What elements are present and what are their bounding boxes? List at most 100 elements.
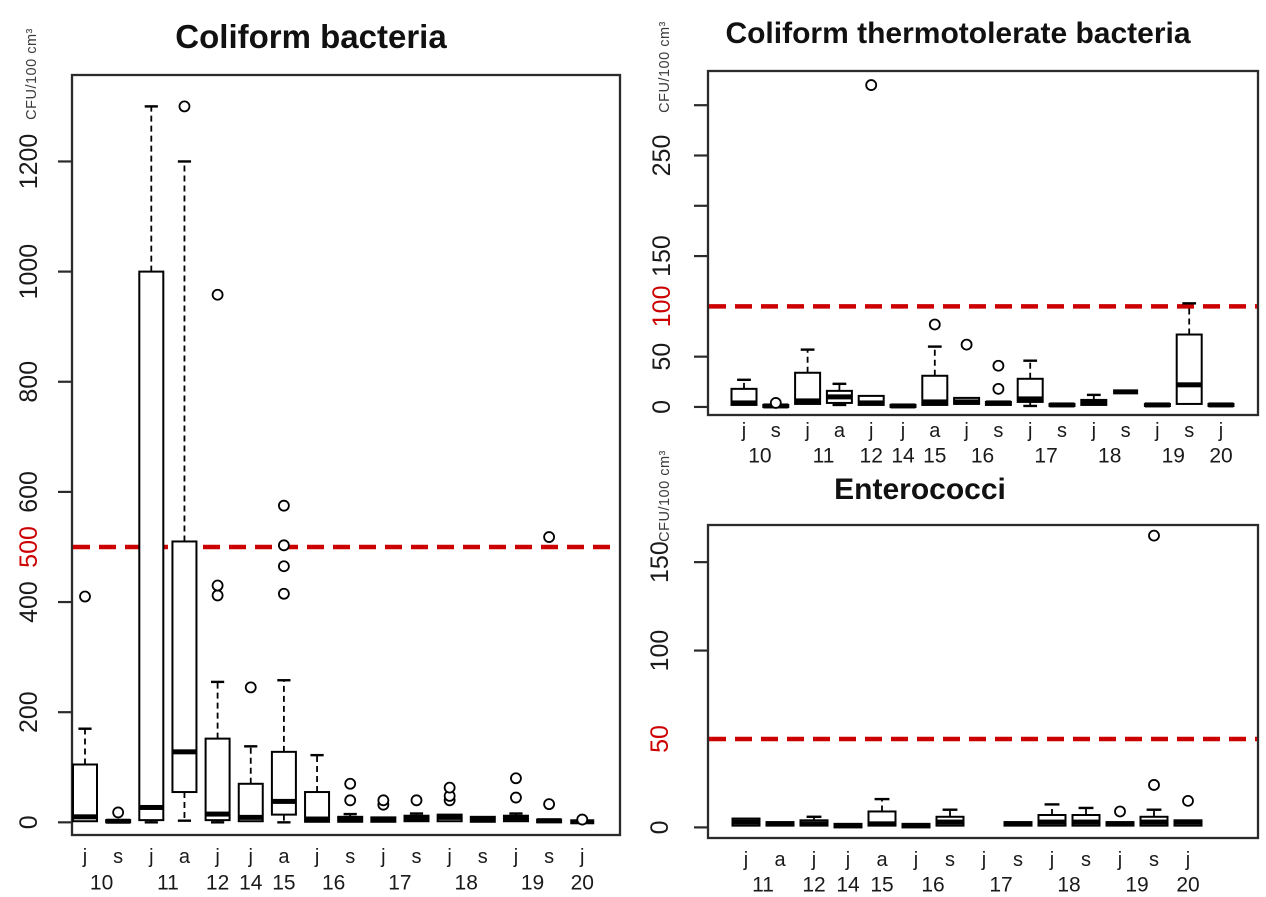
x-month-label: a xyxy=(278,846,290,868)
x-month-label: a xyxy=(774,849,786,871)
iqr-box xyxy=(138,270,165,822)
coliform-bacteria-title: Coliform bacteria xyxy=(175,18,447,55)
x-month-label: j xyxy=(1027,420,1032,442)
boxplot-j20 xyxy=(1207,402,1235,408)
iqr-box xyxy=(1016,377,1044,403)
boxplot-s16 xyxy=(984,359,1012,406)
median-bar xyxy=(205,811,230,817)
x-month-label: j xyxy=(446,846,451,868)
x-year-label: 11 xyxy=(157,872,179,895)
y-tick-label: 200 xyxy=(15,691,43,733)
y-tick-label: 150 xyxy=(648,235,676,277)
boxplot-j16 xyxy=(901,822,931,829)
y-tick-label: 1200 xyxy=(15,134,43,190)
x-year-label: 16 xyxy=(322,872,345,895)
boxplot-s17 xyxy=(1003,821,1033,827)
median-bar xyxy=(858,400,884,406)
x-year-label: 11 xyxy=(752,874,774,897)
x-month-label: s xyxy=(345,846,355,868)
median-bar xyxy=(238,814,263,820)
x-year-label: 12 xyxy=(860,445,883,468)
boxplot-a11 xyxy=(825,382,853,407)
outlier-point xyxy=(992,382,1005,395)
x-month-label: s xyxy=(1081,849,1091,871)
boxplot-j18 xyxy=(1037,803,1067,827)
y-tick-label: 150 xyxy=(646,541,674,583)
median-bar xyxy=(936,819,964,825)
outlier-point xyxy=(211,288,224,301)
x-month-label: s xyxy=(412,846,422,868)
outlier-point xyxy=(211,589,224,602)
x-month-label: j xyxy=(900,420,905,442)
x-month-label: s xyxy=(945,849,955,871)
x-year-label: 14 xyxy=(239,872,263,895)
x-month-label: j xyxy=(1154,420,1159,442)
median-bar xyxy=(868,821,896,827)
x-month-label: j xyxy=(743,849,748,871)
boxplot-j12 xyxy=(799,815,829,827)
x-month-label: j xyxy=(1218,420,1223,442)
boxplot-s18 xyxy=(1113,389,1139,395)
enterococci-title: Enterococci xyxy=(834,473,1006,506)
x-month-label: s xyxy=(993,420,1003,442)
median-bar xyxy=(470,817,495,823)
boxplot-a11 xyxy=(765,821,795,827)
outlier-point xyxy=(443,781,456,794)
median-bar xyxy=(1176,382,1202,388)
y-tick-label: 250 xyxy=(648,135,676,177)
boxplot-s10 xyxy=(105,806,132,824)
median-bar xyxy=(902,823,930,829)
median-bar xyxy=(1106,821,1134,827)
boxplot-s17 xyxy=(1048,402,1076,408)
median-bar xyxy=(106,818,131,824)
outlier-point xyxy=(244,681,257,694)
x-month-label: j xyxy=(513,846,518,868)
x-year-label: 12 xyxy=(802,874,825,897)
median-bar xyxy=(503,815,528,821)
outlier-point xyxy=(277,539,290,552)
outlier-point xyxy=(1114,805,1126,818)
median-bar xyxy=(1144,402,1170,408)
outlier-point xyxy=(1148,779,1160,791)
iqr-box xyxy=(72,763,98,823)
x-year-label: 19 xyxy=(1162,445,1185,468)
iqr-box xyxy=(270,750,297,816)
outlier-point xyxy=(992,359,1005,372)
x-year-label: 11 xyxy=(813,445,835,468)
x-month-label: j xyxy=(248,846,253,868)
median-bar xyxy=(73,814,97,820)
boxplot-s16 xyxy=(337,777,364,823)
x-month-label: j xyxy=(314,846,319,868)
median-bar xyxy=(338,816,363,822)
boxplot-j20 xyxy=(570,813,595,826)
y-tick-label: 600 xyxy=(15,471,43,513)
outlier-point xyxy=(769,397,782,409)
x-year-label: 19 xyxy=(521,872,544,895)
boxplot-j16 xyxy=(953,338,981,405)
median-bar xyxy=(1174,819,1202,825)
iqr-box xyxy=(171,540,198,794)
outlier-point xyxy=(277,587,290,600)
boxplot-s19 xyxy=(1175,302,1203,405)
outlier-point xyxy=(277,560,290,573)
median-bar xyxy=(834,823,862,829)
outlier-point xyxy=(510,772,522,785)
median-bar xyxy=(371,817,396,823)
outlier-point xyxy=(178,100,191,113)
median-bar xyxy=(404,815,429,821)
boxplot-j14 xyxy=(889,403,917,409)
x-month-label: j xyxy=(981,849,986,871)
boxplot-a15 xyxy=(921,318,949,406)
x-month-label: j xyxy=(1049,849,1054,871)
outlier-point xyxy=(576,813,589,826)
median-bar xyxy=(985,400,1011,406)
median-bar xyxy=(305,816,330,822)
boxplot-j11 xyxy=(794,348,822,405)
boxplot-s19 xyxy=(536,531,563,824)
median-bar xyxy=(795,398,821,404)
y-axis-label-thermotolerate: CFU/100 cm³ xyxy=(657,21,673,113)
median-bar xyxy=(1017,396,1043,402)
x-year-label: 12 xyxy=(206,872,229,895)
median-bar xyxy=(1208,402,1234,408)
